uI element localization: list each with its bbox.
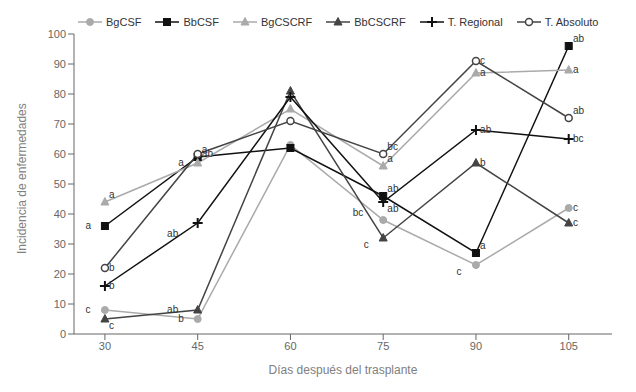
svg-text:a: a bbox=[178, 157, 184, 168]
svg-text:80: 80 bbox=[54, 88, 66, 100]
svg-text:c: c bbox=[85, 304, 90, 315]
svg-text:Días después del trasplante: Días después del trasplante bbox=[269, 363, 418, 377]
svg-text:75: 75 bbox=[377, 340, 389, 352]
svg-text:ab: ab bbox=[387, 183, 399, 194]
html-text:T. Absoluto: T. Absoluto bbox=[544, 16, 599, 28]
svg-text:bc: bc bbox=[387, 141, 398, 152]
svg-text:20: 20 bbox=[54, 268, 66, 280]
svg-text:c: c bbox=[364, 239, 369, 250]
svg-text:a: a bbox=[387, 153, 393, 164]
html-text:BbCSF: BbCSF bbox=[183, 16, 219, 28]
html-text:BgCSCRF: BgCSCRF bbox=[260, 16, 313, 28]
svg-text:b: b bbox=[109, 262, 115, 273]
svg-text:30: 30 bbox=[99, 340, 111, 352]
svg-text:40: 40 bbox=[54, 208, 66, 220]
svg-text:b: b bbox=[480, 157, 486, 168]
svg-text:c: c bbox=[573, 217, 578, 228]
svg-text:ab: ab bbox=[387, 203, 399, 214]
svg-text:c: c bbox=[109, 320, 114, 331]
svg-text:60: 60 bbox=[284, 340, 296, 352]
html-text:BgCSF: BgCSF bbox=[106, 16, 142, 28]
svg-text:0: 0 bbox=[60, 328, 66, 340]
html-text:T. Regional: T. Regional bbox=[447, 16, 503, 28]
svg-text:100: 100 bbox=[48, 28, 66, 40]
svg-text:a: a bbox=[109, 189, 115, 200]
svg-text:90: 90 bbox=[54, 58, 66, 70]
svg-text:b: b bbox=[109, 280, 115, 291]
svg-text:90: 90 bbox=[470, 340, 482, 352]
svg-text:b: b bbox=[178, 313, 184, 324]
svg-text:c: c bbox=[573, 202, 578, 213]
svg-text:c: c bbox=[457, 266, 462, 277]
html-text:BbCSCRF: BbCSCRF bbox=[354, 16, 406, 28]
svg-text:ab: ab bbox=[167, 228, 179, 239]
svg-text:50: 50 bbox=[54, 178, 66, 190]
svg-text:bc: bc bbox=[573, 133, 584, 144]
svg-text:a: a bbox=[480, 67, 486, 78]
svg-text:a: a bbox=[573, 64, 579, 75]
svg-text:ab: ab bbox=[480, 124, 492, 135]
svg-text:a: a bbox=[480, 240, 486, 251]
svg-text:ab: ab bbox=[573, 34, 585, 44]
svg-text:ab: ab bbox=[573, 105, 585, 116]
svg-text:bc: bc bbox=[353, 207, 364, 218]
svg-text:10: 10 bbox=[54, 298, 66, 310]
svg-text:60: 60 bbox=[54, 148, 66, 160]
svg-text:ab: ab bbox=[167, 304, 179, 315]
svg-text:105: 105 bbox=[560, 340, 578, 352]
svg-text:ab: ab bbox=[202, 148, 214, 159]
svg-text:a: a bbox=[85, 220, 91, 231]
svg-text:70: 70 bbox=[54, 118, 66, 130]
svg-text:c: c bbox=[480, 55, 485, 66]
svg-text:45: 45 bbox=[192, 340, 204, 352]
svg-text:Incidencia de enfermedades: Incidencia de enfermedades bbox=[15, 103, 29, 254]
svg-text:30: 30 bbox=[54, 238, 66, 250]
